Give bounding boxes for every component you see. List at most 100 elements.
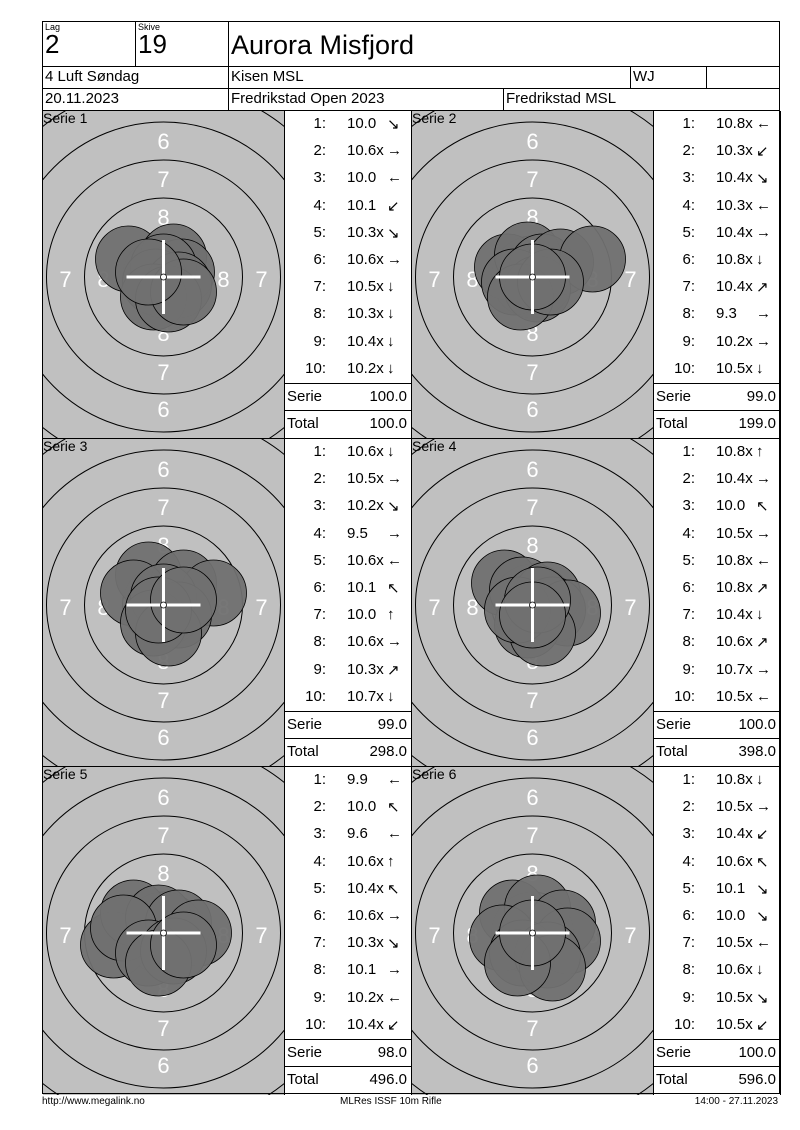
shot-number: 2:: [682, 142, 695, 160]
shot-list-serie-5: 1: 9.9 ← 2: 10.0 ↖ 3: 9.6 ← 4: 10.6x ↑ 5: 10.4x ↖ 6: 10.…: [284, 767, 412, 1095]
ring-number-label: 8: [466, 595, 478, 620]
shot-list-serie-2: 1: 10.8x ← 2: 10.3x ↙ 3: 10.4x ↘ 4: 10.3x ← 5: 10.4x →…: [653, 111, 781, 439]
shot-number: 8:: [682, 961, 695, 979]
footer-program: MLRes ISSF 10m Rifle: [340, 1096, 442, 1107]
shot-row: 10: 10.5x ←: [654, 684, 780, 711]
ring-9: [415, 815, 650, 1051]
shot-number: 4:: [313, 852, 326, 870]
shot-score: 10.6x: [347, 551, 384, 569]
shot-score: 10.5x: [716, 1015, 753, 1033]
direction-arrow-icon: →: [387, 907, 402, 924]
direction-arrow-icon: →: [387, 961, 402, 979]
serie-sum-row-label: Serie: [287, 716, 323, 733]
shot-row: 8: 9.3 →: [654, 301, 780, 328]
footer-url[interactable]: http://www.megalink.no: [42, 1096, 145, 1107]
shot-score: 10.0: [347, 115, 377, 132]
shot-score: 10.3x: [716, 142, 753, 160]
total-row: Total 100.0: [285, 410, 411, 438]
shot-row: 9: 10.3x ↗: [285, 657, 411, 684]
direction-arrow-icon: ←: [387, 988, 402, 1006]
shot-number: 7:: [313, 606, 326, 624]
shot-score: 10.8x: [716, 579, 753, 596]
shot-number: 5:: [682, 879, 695, 897]
ring-number-label: 7: [624, 595, 636, 620]
target-drawing: 6677778888: [43, 439, 284, 767]
shot-number: 4:: [313, 196, 326, 214]
shot-row: 2: 10.5x →: [285, 466, 411, 493]
serie-title: Serie 4: [412, 439, 457, 454]
shot-number: 4:: [682, 524, 695, 542]
ring-number-label: 7: [59, 923, 71, 948]
direction-arrow-icon: ↘: [756, 989, 769, 1007]
shot-row: 7: 10.3x ↘: [285, 930, 411, 957]
direction-arrow-icon: ↓: [387, 359, 395, 377]
shot-score: 10.6x: [347, 907, 384, 924]
ring-number-label: 7: [526, 495, 538, 520]
shot-number: 7:: [313, 278, 326, 296]
shot-score: 10.4x: [716, 169, 753, 187]
shot-number: 1:: [682, 771, 695, 788]
ring-number-label: 6: [526, 725, 538, 750]
ring-number-label: 7: [428, 595, 440, 620]
shot-number: 7:: [682, 934, 695, 952]
direction-arrow-icon: ↓: [387, 332, 395, 350]
shot-row: 2: 10.3x ↙: [654, 138, 780, 165]
serie-sum-row: Serie 99.0: [654, 383, 780, 411]
shot-score: 10.2x: [347, 497, 384, 515]
target-drawing: 6677778888: [412, 767, 653, 1095]
shot-score: 9.5: [347, 524, 368, 542]
direction-arrow-icon: →: [387, 524, 402, 542]
direction-arrow-icon: ↓: [756, 961, 764, 979]
total-row: Total 496.0: [285, 1066, 411, 1094]
direction-arrow-icon: →: [756, 524, 771, 542]
shot-row: 4: 10.1 ↙: [285, 193, 411, 220]
total-row: Total 298.0: [285, 738, 411, 766]
shot-score: 10.6x: [347, 251, 384, 268]
shooter-name-cell: Aurora Misfjord: [228, 21, 780, 67]
shot-row: 3: 10.4x ↘: [654, 165, 780, 192]
shot-number: 1:: [313, 115, 326, 132]
shot-row: 7: 10.5x ↓: [285, 274, 411, 301]
shot-number: 3:: [682, 497, 695, 515]
shot-number: 6:: [682, 251, 695, 268]
shot-number: 8:: [682, 305, 695, 323]
direction-arrow-icon: ↓: [387, 305, 395, 323]
direction-arrow-icon: ↙: [756, 143, 769, 161]
shot-row: 10: 10.5x ↙: [654, 1012, 780, 1039]
shot-number: 5:: [313, 223, 326, 241]
shot-row: 10: 10.7x ↓: [285, 684, 411, 711]
shot-score: 10.2x: [347, 359, 384, 377]
shot-row: 3: 10.0 ←: [285, 165, 411, 192]
serie-sum-row-value: 98.0: [377, 1044, 407, 1061]
shot-score: 10.4x: [347, 1015, 384, 1033]
total-row-label: Total: [656, 1071, 688, 1088]
shot-score: 10.8x: [716, 771, 753, 788]
shot-score: 10.6x: [716, 961, 753, 979]
shot-number: 6:: [313, 251, 326, 268]
shot-row: 9: 10.2x ←: [285, 985, 411, 1012]
direction-arrow-icon: ↓: [756, 359, 764, 377]
shot-number: 2:: [682, 798, 695, 816]
direction-arrow-icon: ↘: [756, 170, 769, 188]
shot-score: 10.5x: [347, 470, 384, 488]
shot-number: 1:: [313, 771, 326, 788]
shot-score: 10.3x: [347, 660, 384, 678]
shot-row: 5: 10.3x ↘: [285, 220, 411, 247]
direction-arrow-icon: ←: [756, 687, 771, 705]
footer-timestamp: 14:00 - 27.11.2023: [694, 1096, 778, 1107]
direction-arrow-icon: ←: [756, 115, 771, 132]
shot-score: 10.3x: [716, 196, 753, 214]
shot-score: 10.5x: [716, 798, 753, 816]
shot-row: 9: 10.7x →: [654, 657, 780, 684]
center-mark: [529, 273, 536, 281]
direction-arrow-icon: ↖: [387, 580, 400, 597]
shot-number: 10:: [674, 359, 695, 377]
total-row-value: 199.0: [738, 415, 776, 432]
shot-score: 10.6x: [716, 852, 753, 870]
ring-9: [46, 159, 281, 395]
ring-number-label: 6: [157, 1053, 169, 1078]
total-row-label: Total: [287, 743, 319, 760]
ring-9: [415, 487, 650, 723]
direction-arrow-icon: ↗: [756, 279, 769, 297]
ring-9: [46, 487, 281, 723]
